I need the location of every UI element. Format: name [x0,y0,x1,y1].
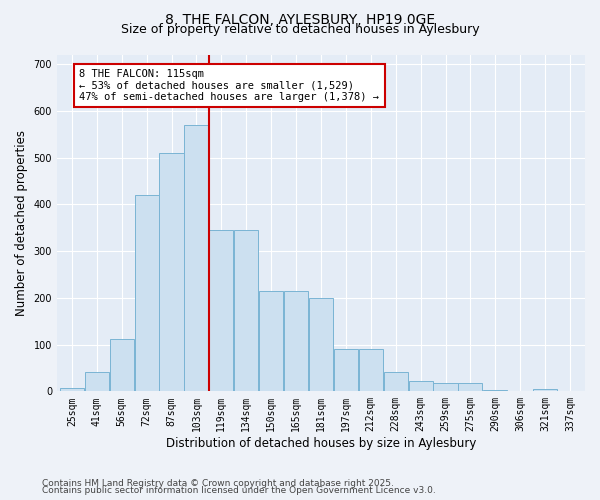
Text: 8, THE FALCON, AYLESBURY, HP19 0GE: 8, THE FALCON, AYLESBURY, HP19 0GE [165,12,435,26]
Bar [60,388,84,392]
Bar [483,390,508,392]
Bar [334,350,358,392]
Text: 8 THE FALCON: 115sqm
← 53% of detached houses are smaller (1,529)
47% of semi-de: 8 THE FALCON: 115sqm ← 53% of detached h… [79,69,379,102]
Text: Contains HM Land Registry data © Crown copyright and database right 2025.: Contains HM Land Registry data © Crown c… [42,478,394,488]
Bar [160,153,184,392]
Bar [433,383,458,392]
Bar [383,372,408,392]
Bar [458,383,482,392]
Y-axis label: Number of detached properties: Number of detached properties [15,130,28,316]
X-axis label: Distribution of detached houses by size in Aylesbury: Distribution of detached houses by size … [166,437,476,450]
Text: Size of property relative to detached houses in Aylesbury: Size of property relative to detached ho… [121,22,479,36]
Bar [85,372,109,392]
Bar [184,125,208,392]
Bar [309,298,333,392]
Bar [134,195,158,392]
Bar [110,338,134,392]
Bar [209,230,233,392]
Bar [533,388,557,392]
Bar [234,230,259,392]
Bar [409,381,433,392]
Text: Contains public sector information licensed under the Open Government Licence v3: Contains public sector information licen… [42,486,436,495]
Bar [359,350,383,392]
Bar [284,291,308,392]
Bar [259,291,283,392]
